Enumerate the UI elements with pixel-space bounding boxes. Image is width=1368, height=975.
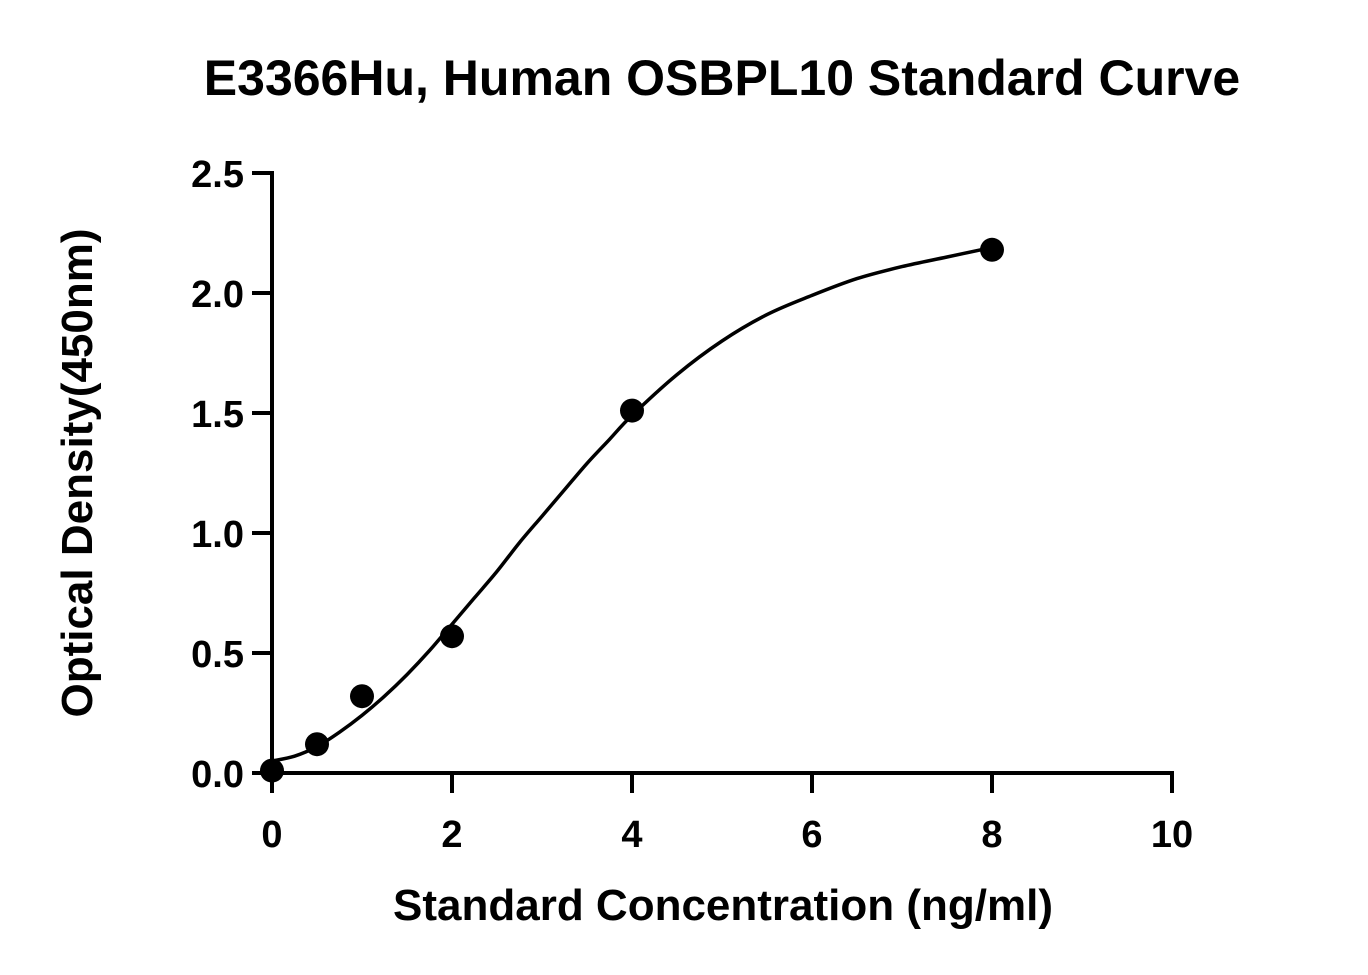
data-points-layer	[260, 237, 1004, 783]
data-point	[620, 398, 644, 423]
y-tick-label: 2.0	[191, 274, 244, 316]
x-tick-label: 8	[981, 814, 1002, 856]
data-point	[980, 237, 1004, 262]
y-tick-label: 0.5	[191, 634, 244, 676]
y-tick-label: 0.0	[191, 754, 244, 796]
fit-curve	[271, 245, 993, 763]
x-axis-label: Standard Concentration (ng/ml)	[393, 881, 1053, 930]
fit-curve-layer	[271, 245, 993, 763]
x-tick-label: 6	[801, 814, 822, 856]
chart-title: E3366Hu, Human OSBPL10 Standard Curve	[204, 50, 1240, 106]
data-point	[260, 758, 284, 783]
x-tick-label: 4	[621, 814, 642, 856]
y-axis-label: Optical Density(450nm)	[53, 228, 102, 717]
y-tick-label: 1.5	[191, 394, 244, 436]
data-point	[350, 684, 374, 709]
axes: 0.0 0.5 1.0 1.5 2.0 2.5 0 2 4 6 8 10	[191, 154, 1193, 856]
x-tick-label: 2	[441, 814, 462, 856]
y-tick-label: 2.5	[191, 154, 244, 196]
x-tick-label: 10	[1151, 814, 1193, 856]
data-point	[440, 624, 464, 649]
x-tick-label: 0	[261, 814, 282, 856]
y-tick-label: 1.0	[191, 514, 244, 556]
data-point	[305, 732, 329, 757]
